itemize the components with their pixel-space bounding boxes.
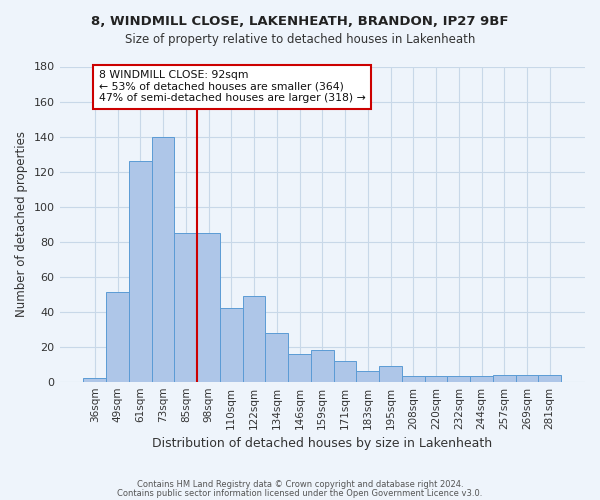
Bar <box>538 374 561 382</box>
Bar <box>152 136 175 382</box>
Bar <box>470 376 493 382</box>
Bar <box>197 233 220 382</box>
Text: 8 WINDMILL CLOSE: 92sqm
← 53% of detached houses are smaller (364)
47% of semi-d: 8 WINDMILL CLOSE: 92sqm ← 53% of detache… <box>99 70 365 103</box>
Text: Contains HM Land Registry data © Crown copyright and database right 2024.: Contains HM Land Registry data © Crown c… <box>137 480 463 489</box>
Bar <box>425 376 448 382</box>
Bar <box>220 308 242 382</box>
Bar <box>129 161 152 382</box>
Text: 8, WINDMILL CLOSE, LAKENHEATH, BRANDON, IP27 9BF: 8, WINDMILL CLOSE, LAKENHEATH, BRANDON, … <box>91 15 509 28</box>
Bar <box>356 371 379 382</box>
Bar <box>402 376 425 382</box>
Bar <box>379 366 402 382</box>
Bar <box>175 233 197 382</box>
Bar <box>334 360 356 382</box>
Y-axis label: Number of detached properties: Number of detached properties <box>15 131 28 317</box>
Bar <box>288 354 311 382</box>
Bar <box>242 296 265 382</box>
Text: Size of property relative to detached houses in Lakenheath: Size of property relative to detached ho… <box>125 32 475 46</box>
Bar <box>311 350 334 382</box>
Text: Contains public sector information licensed under the Open Government Licence v3: Contains public sector information licen… <box>118 488 482 498</box>
Bar <box>106 292 129 382</box>
Bar <box>515 374 538 382</box>
X-axis label: Distribution of detached houses by size in Lakenheath: Distribution of detached houses by size … <box>152 437 493 450</box>
Bar <box>265 332 288 382</box>
Bar <box>448 376 470 382</box>
Bar <box>83 378 106 382</box>
Bar <box>493 374 515 382</box>
